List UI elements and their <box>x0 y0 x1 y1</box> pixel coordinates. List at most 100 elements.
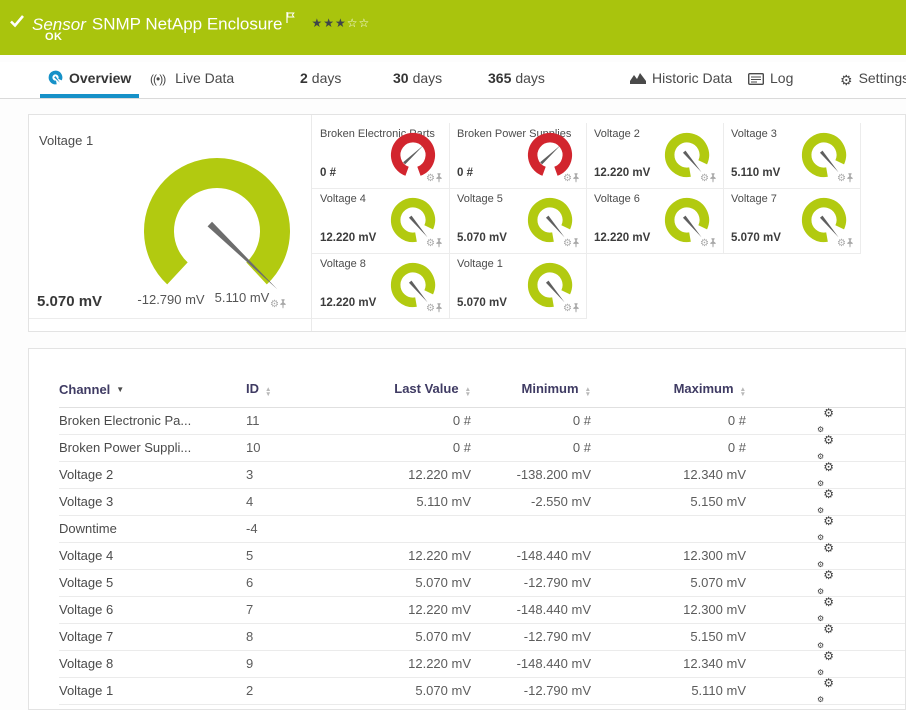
column-header-maximum[interactable]: Maximum ▲ ▼ <box>591 349 746 408</box>
tab-log[interactable]: Log <box>740 62 801 94</box>
column-label[interactable]: ID <box>246 381 259 396</box>
pin-icon[interactable] <box>709 173 717 183</box>
column-label[interactable]: Channel <box>59 382 111 397</box>
star-empty-icon[interactable]: ☆ <box>346 15 359 30</box>
channel-maximum: 5.070 mV <box>591 569 746 597</box>
channel-name[interactable]: Broken Power Suppli... <box>59 434 246 462</box>
gauge-cell-voltage-1[interactable]: Voltage 1 5.070 mV ⚙ <box>449 253 587 319</box>
main-gauge-value: 5.070 mV <box>37 293 103 310</box>
pin-icon[interactable] <box>435 238 443 248</box>
channel-settings-icon[interactable]: ⚙ ⚙ <box>817 407 834 435</box>
gauge-cell-voltage-8[interactable]: Voltage 8 12.220 mV ⚙ <box>312 253 450 319</box>
tab-settings[interactable]: ⚙ Settings <box>832 62 906 94</box>
pin-icon[interactable] <box>846 238 854 248</box>
gear-icon[interactable]: ⚙ <box>426 238 435 249</box>
channel-name[interactable]: Voltage 8 <box>59 650 246 678</box>
pin-icon[interactable] <box>435 303 443 313</box>
gear-icon[interactable]: ⚙ <box>563 238 572 249</box>
tab-live-data[interactable]: ((•)) Live Data <box>142 62 242 94</box>
flag-icon[interactable] <box>286 8 296 27</box>
gear-icon[interactable]: ⚙ <box>270 299 279 310</box>
channel-settings-icon[interactable]: ⚙ ⚙ <box>817 515 834 543</box>
star-filled-icon[interactable]: ★ <box>334 15 347 30</box>
channel-settings-icon[interactable]: ⚙ ⚙ <box>817 596 834 624</box>
gear-icon[interactable]: ⚙ <box>700 173 709 184</box>
gauge-cell-voltage-6[interactable]: Voltage 6 12.220 mV ⚙ <box>586 188 724 254</box>
tab-label: Settings <box>858 70 906 86</box>
pin-icon[interactable] <box>572 173 580 183</box>
channel-name[interactable]: Voltage 1 <box>59 677 246 705</box>
channel-name[interactable]: Voltage 6 <box>59 596 246 624</box>
column-label[interactable]: Minimum <box>521 381 579 396</box>
column-header-last-value[interactable]: Last Value ▲ ▼ <box>361 349 471 408</box>
gear-icon[interactable]: ⚙ <box>837 238 846 249</box>
log-icon <box>747 64 765 96</box>
tab-overview[interactable]: Overview <box>40 62 140 98</box>
channel-id: 9 <box>246 650 361 678</box>
channel-settings-icon[interactable]: ⚙ ⚙ <box>817 569 834 597</box>
column-label[interactable]: Maximum <box>673 381 734 396</box>
column-header-channel[interactable]: Channel ▼ <box>59 349 246 408</box>
channel-name[interactable]: Downtime <box>59 515 246 543</box>
channel-minimum: 0 # <box>471 434 591 462</box>
pin-icon[interactable] <box>846 173 854 183</box>
main-gauge-cell[interactable]: Voltage 1 -12.790 mV 5.110 mV 5.070 mV ⚙ <box>29 123 311 319</box>
gear-icon[interactable]: ⚙ <box>426 303 435 314</box>
channel-settings-icon[interactable]: ⚙ ⚙ <box>817 434 834 462</box>
tab-30-days[interactable]: 30 days <box>385 62 450 94</box>
gear-icon: ⚙ <box>840 72 853 88</box>
tab-historic-data[interactable]: Historic Data <box>622 62 740 94</box>
gauge-cell-broken-power-supplies[interactable]: Broken Power Supplies 0 # ⚙ <box>449 123 587 189</box>
channel-name[interactable]: Voltage 5 <box>59 569 246 597</box>
pin-icon[interactable] <box>279 299 287 309</box>
channel-row-broken-power-suppli: Broken Power Suppli... 10 0 #0 #0 # ⚙ ⚙ <box>59 434 905 462</box>
gauge-dial <box>387 129 439 181</box>
gauge-cell-voltage-2[interactable]: Voltage 2 12.220 mV ⚙ <box>586 123 724 189</box>
gauge-value: 12.220 mV <box>320 297 377 309</box>
sort-icon[interactable]: ▲ ▼ <box>265 386 272 398</box>
gauge-label: Voltage 5 <box>457 193 503 205</box>
column-header-minimum[interactable]: Minimum ▲ ▼ <box>471 349 591 408</box>
star-filled-icon[interactable]: ★ <box>323 15 335 30</box>
pin-icon[interactable] <box>572 238 580 248</box>
star-empty-icon[interactable]: ☆ <box>358 15 371 30</box>
gauge-cell-voltage-4[interactable]: Voltage 4 12.220 mV ⚙ <box>312 188 450 254</box>
channel-name[interactable]: Broken Electronic Pa... <box>59 407 246 435</box>
channel-settings-icon[interactable]: ⚙ ⚙ <box>817 488 834 516</box>
gear-icon[interactable]: ⚙ <box>700 238 709 249</box>
channel-minimum: -2.550 mV <box>471 488 591 516</box>
sort-desc-icon[interactable]: ▼ <box>116 385 125 394</box>
sort-icon[interactable]: ▲ ▼ <box>464 386 471 398</box>
channel-name[interactable]: Voltage 4 <box>59 542 246 570</box>
gear-icon[interactable]: ⚙ <box>426 173 435 184</box>
sort-icon[interactable]: ▲ ▼ <box>739 386 746 398</box>
tab-365-days[interactable]: 365 days <box>480 62 553 94</box>
channel-name[interactable]: Voltage 3 <box>59 488 246 516</box>
channel-settings-icon[interactable]: ⚙ ⚙ <box>817 623 834 651</box>
channel-settings-icon[interactable]: ⚙ ⚙ <box>817 650 834 678</box>
gear-icon[interactable]: ⚙ <box>563 173 572 184</box>
pin-icon[interactable] <box>435 173 443 183</box>
main-gauge-label: Voltage 1 <box>39 133 94 148</box>
gear-icon[interactable]: ⚙ <box>837 173 846 184</box>
tab-2-days[interactable]: 2 days <box>292 62 349 94</box>
pin-icon[interactable] <box>709 238 717 248</box>
gauge-cell-voltage-3[interactable]: Voltage 3 5.110 mV ⚙ <box>723 123 861 189</box>
channel-settings-icon[interactable]: ⚙ ⚙ <box>817 461 834 489</box>
pin-icon[interactable] <box>572 303 580 313</box>
column-header-id[interactable]: ID ▲ ▼ <box>246 349 361 408</box>
channel-name[interactable]: Voltage 2 <box>59 461 246 489</box>
channel-name[interactable]: Voltage 7 <box>59 623 246 651</box>
sort-icon[interactable]: ▲ ▼ <box>584 386 591 398</box>
star-filled-icon[interactable]: ★ <box>311 15 324 30</box>
priority-stars[interactable]: ★★★☆☆ <box>311 16 370 30</box>
channel-settings-icon[interactable]: ⚙ ⚙ <box>817 542 834 570</box>
gauge-cell-voltage-5[interactable]: Voltage 5 5.070 mV ⚙ <box>449 188 587 254</box>
channel-minimum: 0 # <box>471 407 591 435</box>
gauge-cell-broken-electronic-parts[interactable]: Broken Electronic Parts 0 # ⚙ <box>312 123 450 189</box>
gauge-cell-voltage-7[interactable]: Voltage 7 5.070 mV ⚙ <box>723 188 861 254</box>
channel-settings-icon[interactable]: ⚙ ⚙ <box>817 677 834 705</box>
column-label[interactable]: Last Value <box>394 381 459 396</box>
channel-last-value: 0 # <box>361 407 471 435</box>
gear-icon[interactable]: ⚙ <box>563 303 572 314</box>
